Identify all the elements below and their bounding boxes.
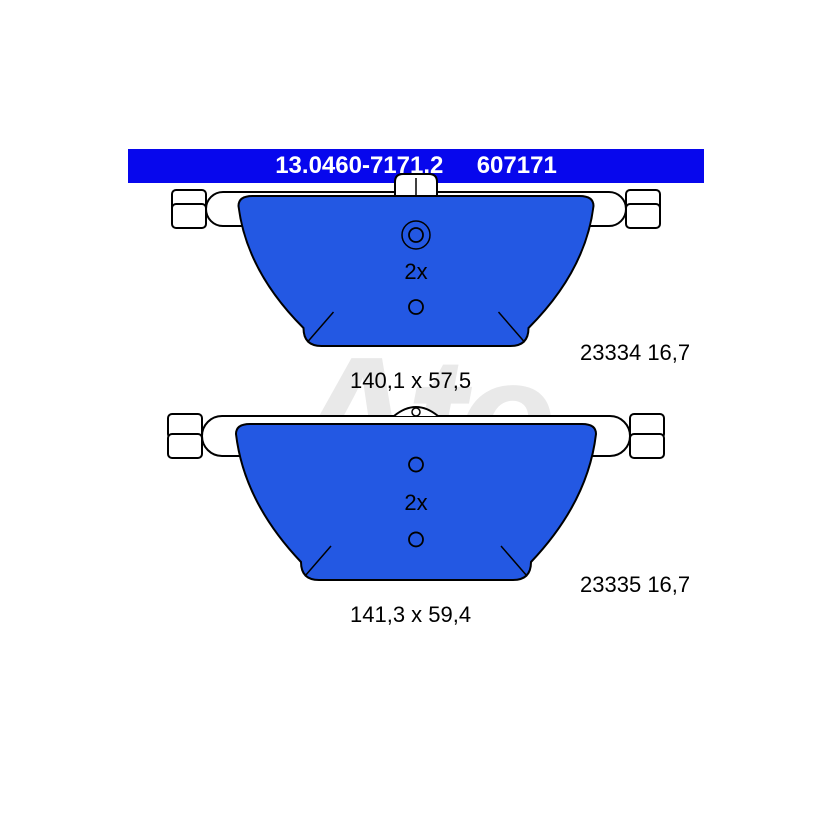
qty-label: 2x <box>404 259 427 284</box>
qty-label: 2x <box>404 490 427 515</box>
pads-drawing: 2x 2x <box>0 0 832 832</box>
dimension-top: 140,1 x 57,5 <box>350 368 471 394</box>
code-top: 23334 16,7 <box>580 340 690 366</box>
dimension-bottom: 141,3 x 59,4 <box>350 602 471 628</box>
code-bottom: 23335 16,7 <box>580 572 690 598</box>
diagram-stage: Ate 13.0460-7171.2 607171 2x2x 140,1 x 5… <box>0 0 832 832</box>
